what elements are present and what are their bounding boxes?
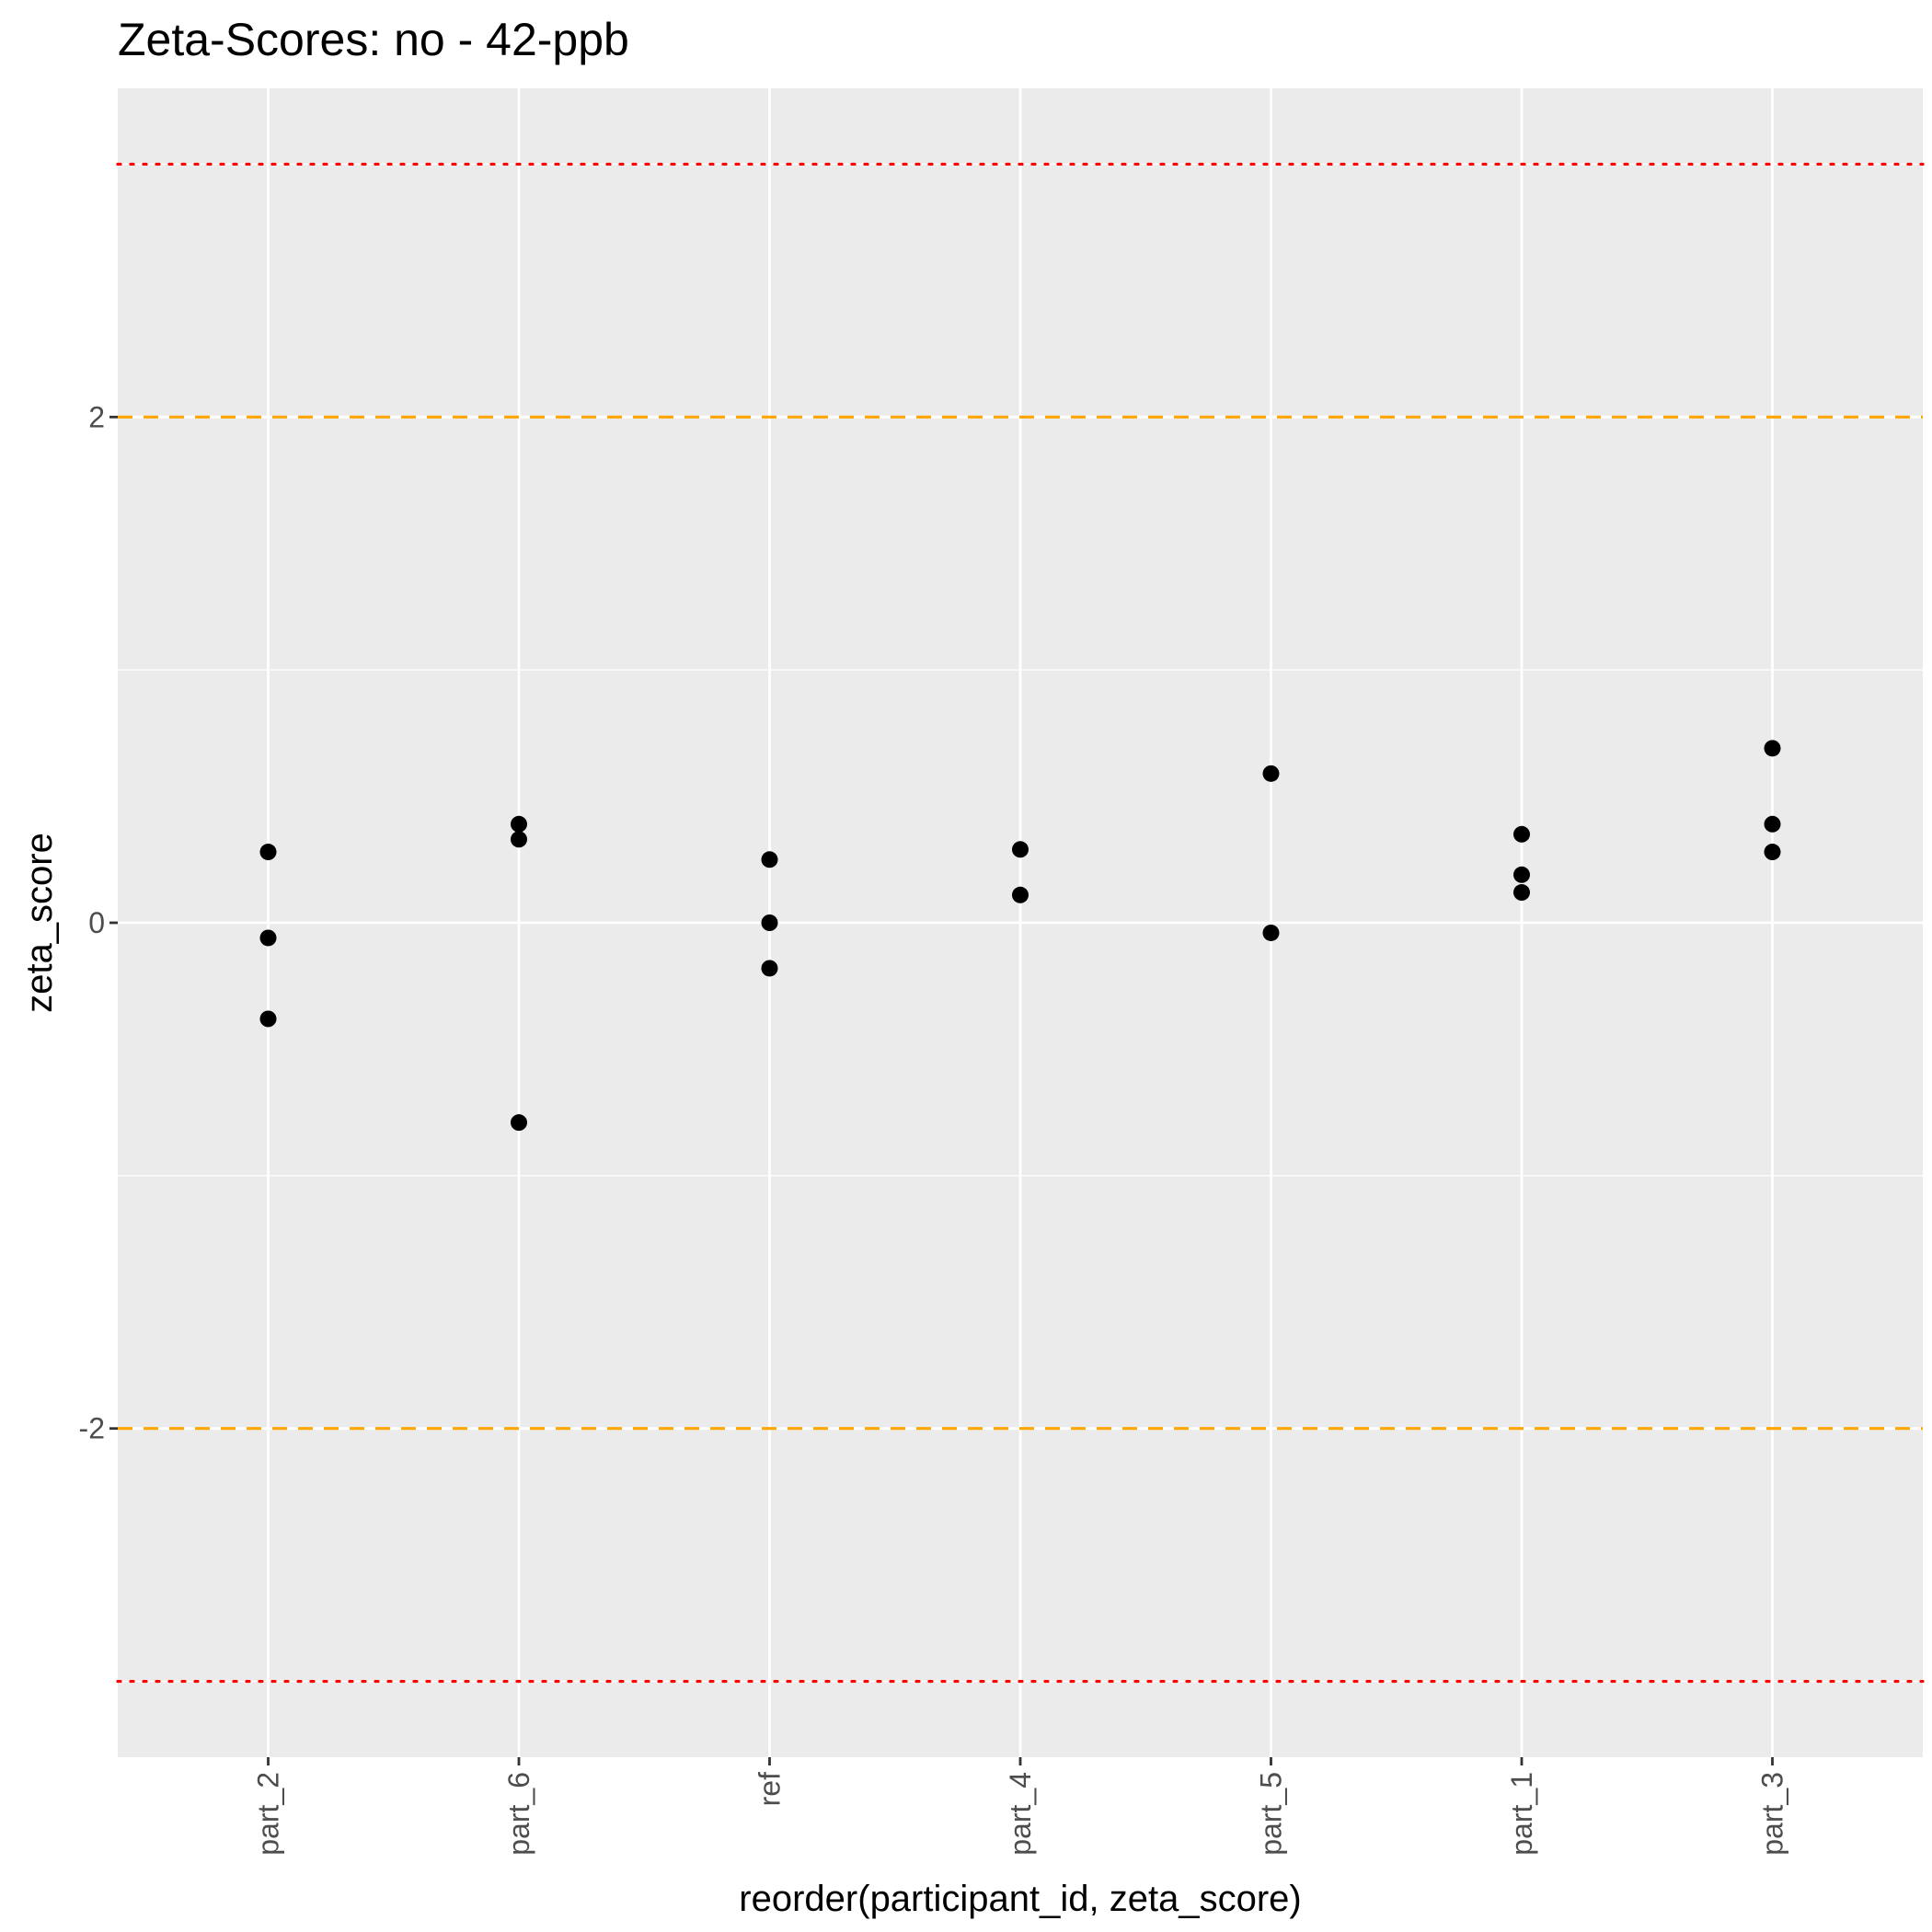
data-point [259,844,277,861]
x-tick-label: part_4 [1004,1772,1037,1856]
x-tick-label: part_6 [502,1772,535,1856]
data-point [511,831,527,848]
data-point [1513,866,1530,883]
x-tick-label: part_3 [1756,1772,1789,1856]
data-point [511,815,527,833]
data-point [1262,924,1280,941]
y-axis-title: zeta_score [19,833,60,1013]
x-tick-label: part_1 [1505,1772,1538,1856]
data-point [1513,884,1530,902]
data-point [1012,886,1029,903]
y-tick-label: 2 [88,400,105,433]
data-point [1764,815,1781,833]
y-tick-label: -2 [79,1412,105,1445]
data-point [761,851,778,868]
data-point [511,1114,527,1132]
data-point [761,960,778,977]
data-points [259,740,1781,1132]
y-tick-label: 0 [88,906,105,939]
data-point [1513,825,1530,843]
data-point [1764,844,1781,861]
data-point [259,1010,277,1028]
reference-lines [116,162,1925,1684]
data-point [761,914,778,931]
data-point [1262,765,1280,782]
data-point [259,929,277,947]
y-axis: -2 0 2 [79,400,118,1445]
x-tick-label: part_2 [252,1772,285,1856]
data-point [1764,740,1781,757]
chart-title: Zeta-Scores: no - 42-ppb [118,14,629,65]
x-tick-label: ref [753,1772,787,1806]
x-axis: part_2 part_6 ref part_4 part_5 part_1 part_3 [252,1757,1789,1856]
data-point [1012,841,1029,858]
x-axis-title: reorder(participant_id, zeta_score) [739,1879,1301,1919]
x-tick-label: part_5 [1255,1772,1288,1856]
